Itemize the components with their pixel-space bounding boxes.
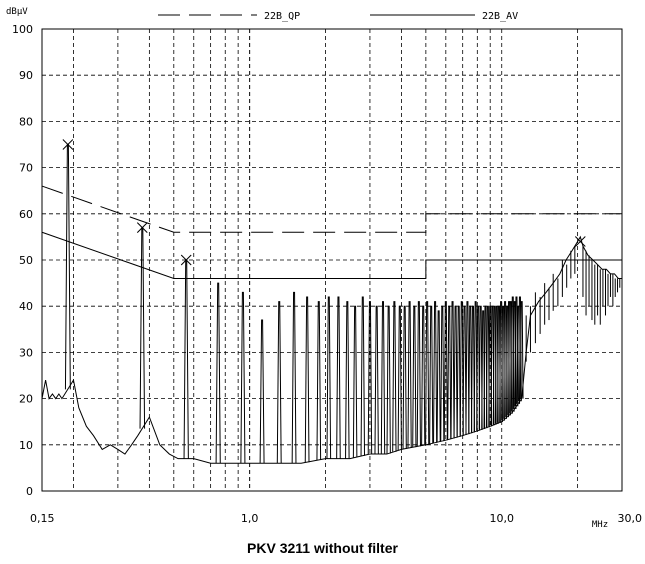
spectral-line [276,301,282,464]
spectral-line [259,319,265,464]
spectral-line [478,305,483,430]
y-tick-label: 40 [19,300,33,313]
y-tick-label: 60 [19,208,33,221]
spectral-line [304,296,310,463]
spectral-line [465,301,470,435]
x-axis-label: MHz [592,520,608,530]
noise-floor-trace [41,235,622,464]
spectral-line [443,301,448,441]
spectral-line [462,305,467,436]
spectral-line [436,310,441,442]
peak-marker-stroke [136,222,148,234]
y-tick-label: 70 [19,162,33,175]
y-tick-label: 80 [19,115,33,128]
y-tick-label: 30 [19,346,33,359]
spectral-line [473,301,478,432]
spectral-line [421,305,426,446]
legend: 22B_QP 22B_AV [158,11,518,22]
y-tick-label: 100 [12,23,33,36]
y-axis-label: dBµV [6,7,28,17]
spectral-line [456,305,461,437]
y-tick-label: 0 [26,485,33,498]
spectral-line [450,301,455,439]
spectrum-trace [41,144,622,464]
spectral-line [291,291,297,464]
y-tick-label: 50 [19,254,33,267]
emission-chart: 0 10 20 30 40 50 60 70 80 90 100 0,15 1,0 10,0 30,0 dBµ… [6,7,642,530]
spectral-line [326,296,332,459]
spectral-line [345,301,350,459]
spectral-line [336,296,341,459]
y-tick-label: 10 [19,439,33,452]
x-tick-label: 0,15 [30,512,55,525]
y-tick-label: 90 [19,69,33,82]
spectral-line [386,305,391,454]
peak-marker-stroke [180,254,192,266]
legend-label-av: 22B_AV [482,11,518,22]
spectral-line [459,301,464,436]
spectral-line [183,259,189,459]
spectral-line [407,301,412,448]
peak-marker-stroke [62,139,74,150]
spectral-line [402,305,407,449]
spectral-line [476,305,481,431]
limit-line-22b-av [41,231,622,279]
spectral-line [471,305,475,433]
x-tick-label: 1,0 [241,512,259,525]
spectral-line [240,291,246,464]
spectral-line [453,305,458,438]
spectral-line [447,305,452,440]
peak-marker [62,139,74,150]
spectral-line [374,305,379,455]
spectral-line [468,305,473,434]
spectral-line [316,301,322,461]
plot-frame [41,28,623,492]
spectral-line [360,296,366,456]
x-tick-label: 10,0 [489,512,514,525]
limit-line-22b-qp [41,185,622,233]
spectral-line [352,305,358,458]
spectral-line [412,305,417,448]
spectral-line [215,282,221,464]
spectral-line [433,301,438,443]
spectral-line [380,301,386,455]
limit-lines [41,185,622,279]
peak-marker [136,222,148,234]
axis-labels: 0 10 20 30 40 50 60 70 80 90 100 0,15 1,0 10,0 30,0 dBµ… [6,7,642,530]
spectral-line [416,301,421,447]
chart-caption: PKV 3211 without filter [247,540,398,556]
spectral-line [367,301,373,455]
spectral-line [519,301,524,399]
spectral-line [429,305,434,444]
spectral-line [440,305,445,442]
peak-marker-stroke [574,236,586,247]
x-tick-label: 30,0 [618,512,643,525]
spectral-line [64,144,71,390]
legend-label-qp: 22B_QP [264,11,300,22]
y-tick-label: 20 [19,393,33,406]
spectral-line [397,305,402,450]
peak-marker [180,254,192,266]
peak-marker [574,236,586,247]
spectral-line [392,301,397,452]
peak-markers [62,139,586,266]
spectral-line [425,301,430,445]
